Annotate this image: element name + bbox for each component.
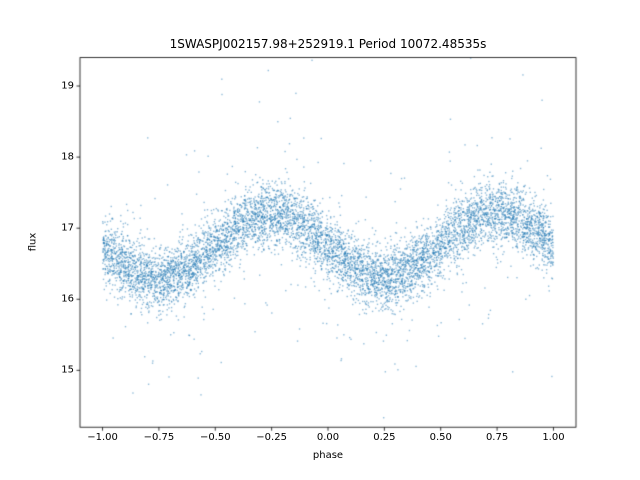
chart-title: 1SWASPJ002157.98+252919.1 Period 10072.4… xyxy=(169,37,487,51)
x-axis-label: phase xyxy=(312,450,344,461)
y-axis-label: flux xyxy=(27,232,39,252)
